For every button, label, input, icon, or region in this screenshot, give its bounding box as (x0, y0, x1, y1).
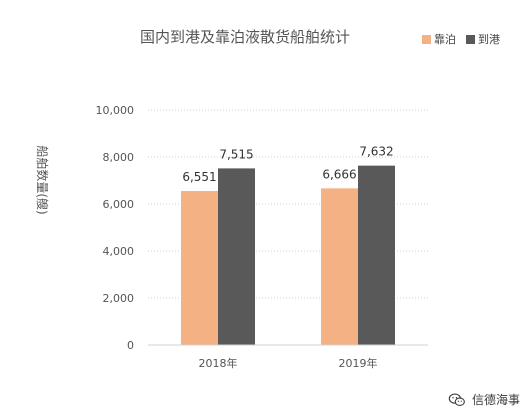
y-tick-label: 10,000 (96, 104, 135, 117)
data-label: 6,666 (322, 167, 356, 181)
bar-arrival-1 (358, 165, 395, 345)
category-label: 2018年 (199, 356, 238, 370)
data-label: 7,632 (359, 145, 393, 159)
y-tick-label: 0 (127, 339, 134, 352)
bars (181, 165, 395, 345)
bar-arrival-0 (218, 168, 255, 345)
data-label: 7,515 (219, 147, 253, 161)
bar-berthing-1 (321, 188, 358, 345)
legend-label-berthing: 靠泊 (434, 32, 456, 46)
data-label: 6,551 (182, 170, 216, 184)
category-labels: 2018年 2019年 (199, 356, 378, 370)
y-tick-label: 8,000 (103, 151, 135, 164)
legend-swatch-berthing (422, 35, 431, 44)
category-label: 2019年 (339, 356, 378, 370)
wechat-icon (448, 392, 465, 406)
y-tick-label: 2,000 (103, 292, 135, 305)
y-axis-label: 船舶数量(艘) (35, 145, 50, 214)
legend: 靠泊 到港 (422, 32, 500, 46)
y-tick-labels: 0 2,000 4,000 6,000 8,000 10,000 (96, 104, 135, 352)
y-tick-label: 6,000 (103, 198, 135, 211)
chart-title: 国内到港及靠泊液散货船舶统计 (140, 28, 350, 46)
y-tick-label: 4,000 (103, 245, 135, 258)
bar-berthing-0 (181, 191, 218, 345)
watermark-text: 信德海事 (471, 393, 520, 407)
legend-label-arrival: 到港 (478, 33, 500, 46)
watermark: 信德海事 (448, 391, 520, 408)
legend-swatch-arrival (466, 35, 475, 44)
